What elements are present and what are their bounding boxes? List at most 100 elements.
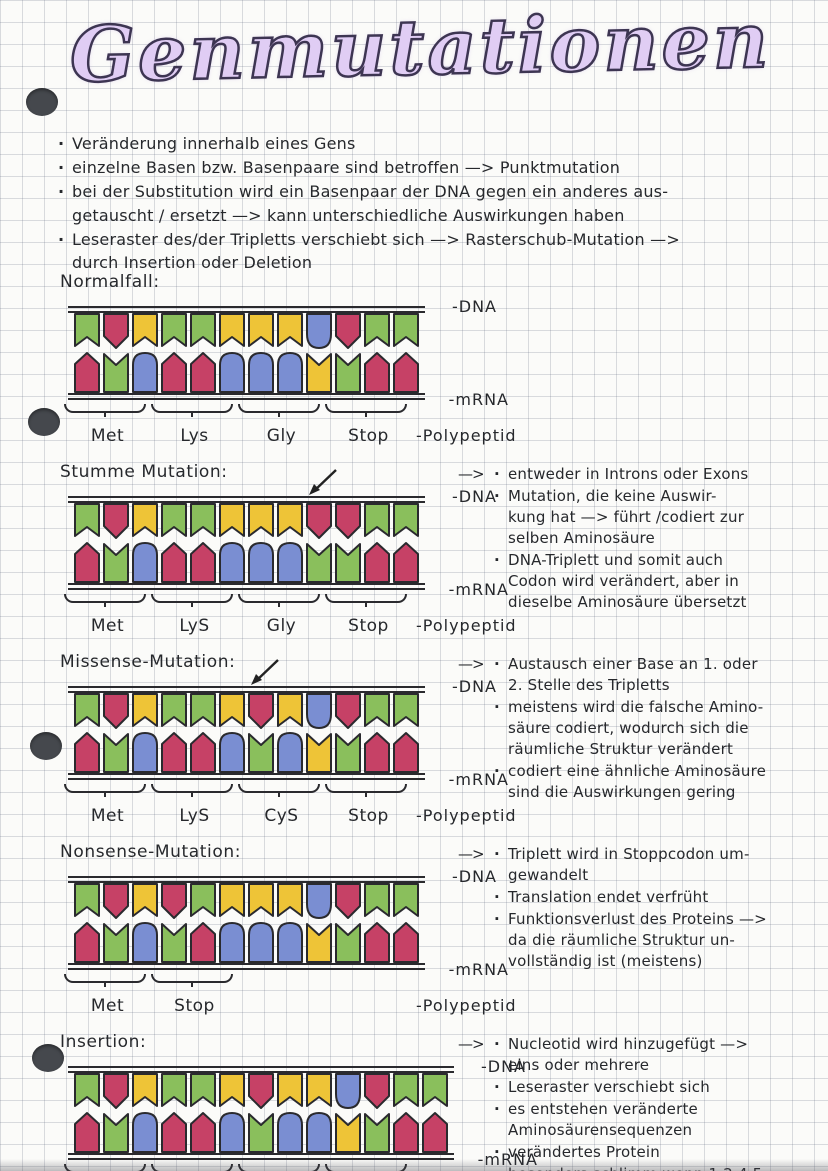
top-base-blue	[306, 313, 332, 349]
codon-braces	[58, 974, 421, 990]
note-text: verändertes Protein	[508, 1143, 660, 1161]
section-note-bullet: · es entstehen veränderte Aminosäurensequ…	[494, 1099, 828, 1141]
bot-base-blue	[219, 542, 245, 583]
dna-mrna-strip: -DNA -mRNA	[68, 297, 508, 409]
bot-base-blue	[248, 922, 274, 963]
bot-base-blue	[277, 922, 303, 963]
section-note-bullet: · Funktionsverlust des Proteins —> da die…	[494, 909, 828, 972]
note-text: es entstehen veränderte Aminosäurenseque…	[508, 1100, 698, 1139]
dna-base-row	[68, 503, 425, 539]
section-notes: —> · Triplett wird in Stoppcodon um- gewan…	[458, 842, 828, 1020]
note-text: Funktionsverlust des Proteins —> da die …	[508, 910, 767, 970]
note-text: meistens wird die falsche Amino- säure c…	[508, 698, 764, 758]
hole-punch	[28, 408, 60, 436]
note-text: Triplett wird in Stoppcodon um- gewandel…	[508, 845, 750, 884]
bot-base-green	[335, 733, 361, 773]
top-base-yellow	[132, 883, 158, 917]
bullet-dot: ·	[494, 551, 500, 569]
polypeptid-label: -Polypeptid	[416, 616, 517, 635]
top-base-red	[248, 1073, 274, 1109]
top-base-yellow	[248, 883, 274, 917]
top-base-red	[364, 1073, 390, 1109]
notes-arrow-icon: —>	[458, 845, 485, 863]
top-base-green	[161, 503, 187, 537]
polypeptid-label: -Polypeptid	[416, 996, 517, 1015]
mrna-label: -mRNA	[448, 770, 509, 789]
top-base-red	[306, 503, 332, 539]
note-text: Nucleotid wird hinzugefügt —> eins oder …	[508, 1035, 749, 1074]
dna-mrna-strip: -DNA -mRNA	[68, 659, 508, 789]
top-base-yellow	[277, 883, 303, 917]
codon-label: Gly	[266, 426, 297, 446]
dna-label: -DNA	[480, 1057, 526, 1076]
bot-base-blue	[248, 542, 274, 583]
bot-base-blue	[219, 732, 245, 773]
top-base-green	[161, 1073, 187, 1107]
codon-brace	[325, 594, 407, 607]
intro-bullet: · Veränderung innerhalb eines Gens	[58, 132, 818, 155]
codon-brace	[151, 1164, 233, 1171]
intro-notes: · Veränderung innerhalb eines Gens · einzel…	[58, 132, 818, 275]
bot-base-green	[335, 353, 361, 393]
top-base-red	[103, 693, 129, 729]
top-base-green	[161, 693, 187, 727]
bot-base-red	[190, 1112, 216, 1153]
bot-base-red	[393, 1112, 419, 1153]
top-base-green	[422, 1073, 448, 1107]
top-base-red	[335, 313, 361, 349]
bot-base-red	[74, 732, 100, 773]
bot-base-blue	[132, 1112, 158, 1153]
codon-braces	[58, 404, 421, 420]
top-base-yellow	[132, 503, 158, 537]
bullet-dot: ·	[494, 762, 500, 780]
bot-base-red	[190, 732, 216, 773]
intro-text: bei der Substitution wird ein Basenpaar …	[72, 182, 669, 225]
mrna-base-row	[68, 1111, 454, 1153]
codon-brace	[238, 784, 320, 797]
mrna-backbone-line	[68, 393, 425, 400]
section-heading: Missense-Mutation:	[60, 652, 236, 672]
top-base-yellow	[248, 503, 274, 537]
bot-base-red	[393, 732, 419, 773]
dna-base-row	[68, 883, 425, 919]
bullet-dot: ·	[58, 182, 65, 202]
section-insertion: Insertion:-DNA-mRNAMetLySTrpLeu-Polypept…	[58, 1032, 828, 1171]
note-text: Austausch einer Base an 1. oder 2. Stell…	[508, 655, 758, 694]
section-note-bullet: ·besonders schlimm wenn 1,2,4,5. Nukleot…	[494, 1164, 828, 1171]
section-notes: —> · entweder in Introns oder Exons · Mutati…	[458, 462, 828, 640]
dna-label: -DNA	[451, 867, 497, 886]
bullet-dot: ·	[494, 910, 500, 928]
codon-labels: Met LyS Gly Stop -Polypeptid	[58, 616, 516, 640]
notes-arrow-icon: —>	[458, 655, 485, 673]
dna-base-row	[68, 313, 425, 349]
intro-bullet: · bei der Substitution wird ein Basenpaar…	[58, 180, 818, 226]
mrna-base-row	[68, 921, 425, 963]
bot-base-yellow	[306, 733, 332, 773]
bot-base-red	[422, 1112, 448, 1153]
bot-base-red	[161, 1112, 187, 1153]
top-base-yellow	[219, 503, 245, 537]
bot-base-yellow	[306, 923, 332, 963]
top-base-blue	[306, 883, 332, 919]
bullet-dot: ·	[494, 1143, 500, 1161]
section-diagram-column: Nonsense-Mutation: -DNA -mRNA Met Stop -Polyp…	[58, 842, 516, 1020]
codon-label: Met	[90, 616, 125, 636]
top-base-red	[335, 883, 361, 919]
bot-base-blue	[132, 352, 158, 393]
section-heading: Stumme Mutation:	[60, 462, 228, 482]
bot-base-green	[103, 923, 129, 963]
bullet-dot: ·	[494, 1100, 500, 1118]
bot-base-red	[364, 732, 390, 773]
top-base-red	[103, 883, 129, 919]
bullet-dot: ·	[494, 888, 500, 906]
dna-base-row	[68, 693, 425, 729]
codon-braces	[58, 594, 421, 610]
section-notes: —> · Nucleotid wird hinzugefügt —> eins od…	[458, 1032, 828, 1171]
codon-brace	[64, 594, 146, 607]
top-base-blue	[306, 693, 332, 729]
bot-base-red	[190, 922, 216, 963]
bot-base-green	[364, 1113, 390, 1153]
top-base-green	[364, 693, 390, 727]
top-base-red	[161, 883, 187, 919]
codon-label: Gly	[266, 616, 297, 636]
